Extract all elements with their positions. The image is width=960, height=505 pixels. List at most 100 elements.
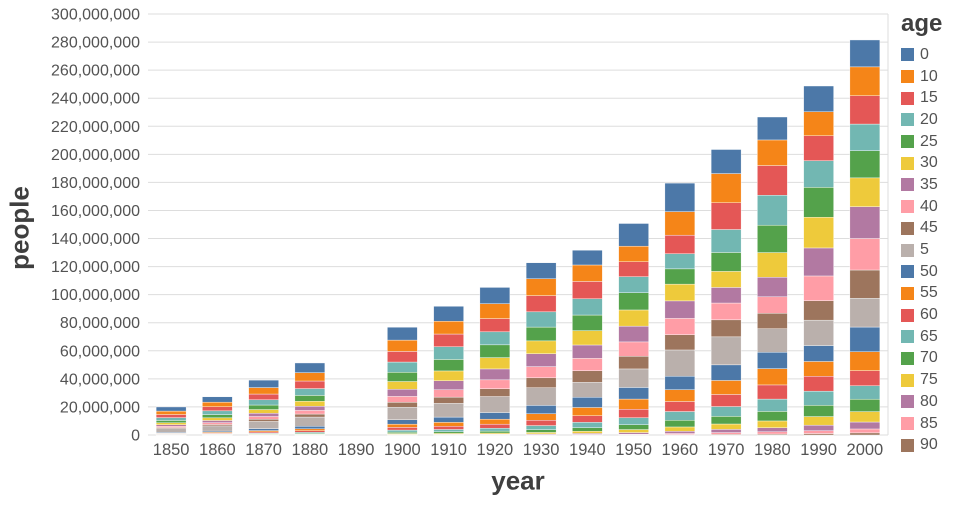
bar-segment	[249, 413, 279, 416]
bar-segment	[156, 418, 186, 421]
legend-label: 40	[920, 198, 938, 216]
bar-segment	[850, 124, 880, 151]
bar-segment	[757, 140, 787, 166]
bar-segment	[387, 402, 417, 407]
bar-segment	[850, 270, 880, 298]
bar-segment	[526, 426, 556, 430]
bar-segment	[711, 271, 741, 287]
bar-segment	[711, 337, 741, 365]
y-tick-label: 0	[131, 428, 140, 445]
bar-segment	[572, 428, 602, 432]
bar-segment	[619, 430, 649, 433]
bar-segment	[711, 252, 741, 271]
bar-segment	[850, 371, 880, 386]
bar-segment	[434, 426, 464, 429]
y-tick-label: 280,000,000	[51, 35, 140, 52]
bar-segment	[572, 358, 602, 370]
bar-segment	[711, 303, 741, 320]
legend-item: 85	[901, 413, 959, 435]
bar-segment	[387, 396, 417, 402]
bar-segment	[850, 352, 880, 371]
bar-segment	[526, 432, 556, 434]
x-axis-title: year	[491, 466, 545, 497]
bar-segment	[804, 86, 834, 112]
bar-segment	[526, 405, 556, 413]
bar-segment	[757, 399, 787, 411]
bar-segment	[387, 382, 417, 390]
x-tick-label: 1860	[199, 441, 236, 459]
x-tick-label: 1850	[153, 441, 190, 459]
legend-label: 75	[920, 371, 938, 389]
bar-segment	[249, 405, 279, 410]
bar-segment	[804, 301, 834, 320]
bar-segment	[387, 362, 417, 372]
bar-segment	[572, 371, 602, 383]
bar-segment	[249, 400, 279, 405]
bar-segment	[202, 420, 232, 422]
bar-segment	[665, 427, 695, 431]
legend-swatch	[901, 265, 914, 278]
bar-segment	[572, 265, 602, 281]
bar-segment	[526, 263, 556, 279]
bar-segment	[387, 420, 417, 424]
legend-label: 10	[920, 68, 938, 86]
bar-segment	[850, 239, 880, 270]
bar-segment	[850, 151, 880, 178]
bar-segment	[249, 429, 279, 431]
legend-item: 40	[901, 196, 959, 218]
legend-swatch	[901, 439, 914, 452]
legend-item: 75	[901, 369, 959, 391]
bar-segment	[711, 380, 741, 394]
bar-segment	[665, 212, 695, 236]
y-tick-label: 220,000,000	[51, 119, 140, 136]
y-tick-label: 300,000,000	[51, 7, 140, 24]
bar-segment	[526, 388, 556, 406]
bar-segment	[757, 253, 787, 278]
bar-segment	[757, 411, 787, 421]
legend-label: 45	[920, 219, 938, 237]
y-tick-label: 80,000,000	[60, 315, 140, 332]
legend-label: 30	[920, 154, 938, 172]
bar-segment	[665, 335, 695, 350]
bar-segment	[804, 276, 834, 301]
bar-segment	[619, 369, 649, 388]
legend-swatch	[901, 48, 914, 61]
bar-segment	[202, 402, 232, 407]
bar-segment	[665, 183, 695, 212]
bar-segment	[850, 67, 880, 96]
bar-segment	[804, 431, 834, 434]
bar-segment	[572, 416, 602, 423]
bar-segment	[804, 320, 834, 345]
bar-segment	[480, 428, 510, 431]
bar-segment	[850, 386, 880, 399]
legend-label: 15	[920, 89, 938, 107]
bar-segment	[434, 347, 464, 360]
bar-segment	[480, 397, 510, 413]
bar-segment	[249, 416, 279, 419]
bar-segment	[850, 178, 880, 207]
legend-swatch	[901, 135, 914, 148]
bar-segment	[526, 296, 556, 312]
bar-segment	[804, 161, 834, 188]
bar-segment	[850, 96, 880, 124]
bar-segment	[434, 359, 464, 370]
x-tick-label: 1880	[292, 441, 329, 459]
bar-segment	[295, 414, 325, 417]
legend-item: 0	[901, 44, 959, 66]
bar-segment	[804, 391, 834, 405]
x-tick-label: 1900	[384, 441, 421, 459]
bar-segment	[804, 361, 834, 376]
bar-segment	[619, 277, 649, 293]
bar-segment	[526, 420, 556, 425]
x-tick-label: 1910	[430, 441, 467, 459]
bar-segment	[804, 425, 834, 431]
bar-segment	[572, 407, 602, 415]
y-tick-label: 60,000,000	[60, 343, 140, 360]
bar-segment	[757, 369, 787, 385]
legend-swatch	[901, 244, 914, 257]
legend-item: 70	[901, 348, 959, 370]
legend-label: 60	[920, 306, 938, 324]
